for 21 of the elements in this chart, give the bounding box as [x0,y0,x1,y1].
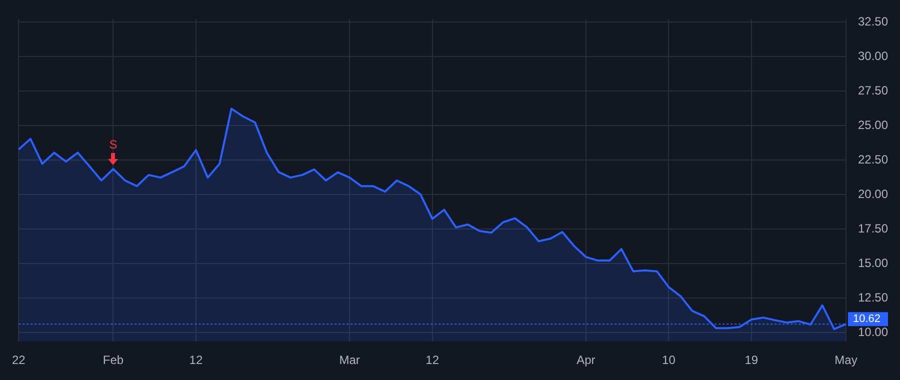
x-tick-label: Mar [339,353,360,368]
x-tick-label: 19 [744,353,758,368]
x-tick-label: 22 [12,353,26,368]
x-tick-label: May [834,353,858,368]
y-tick-label: 27.50 [858,83,888,98]
y-tick-label: 17.50 [858,221,888,236]
x-tick-label: 12 [189,353,203,368]
x-tick-label: 10 [662,353,676,368]
y-tick-label: 10.00 [858,324,888,339]
y-tick-label: 32.50 [858,14,888,28]
y-tick-label: 12.50 [858,290,888,304]
y-tick-label: 30.00 [858,48,888,63]
y-tick-label: 25.00 [858,118,888,132]
annotation: S [109,137,118,152]
x-tick-label: Feb [102,353,124,368]
ref-line-label: 10.62 [852,313,880,326]
x-tick-label: Apr [576,353,596,368]
x-tick-label: 12 [426,353,440,368]
y-tick-label: 22.50 [858,152,888,166]
y-tick-label: 20.00 [858,186,888,201]
y-tick-label: 15.00 [858,256,888,270]
